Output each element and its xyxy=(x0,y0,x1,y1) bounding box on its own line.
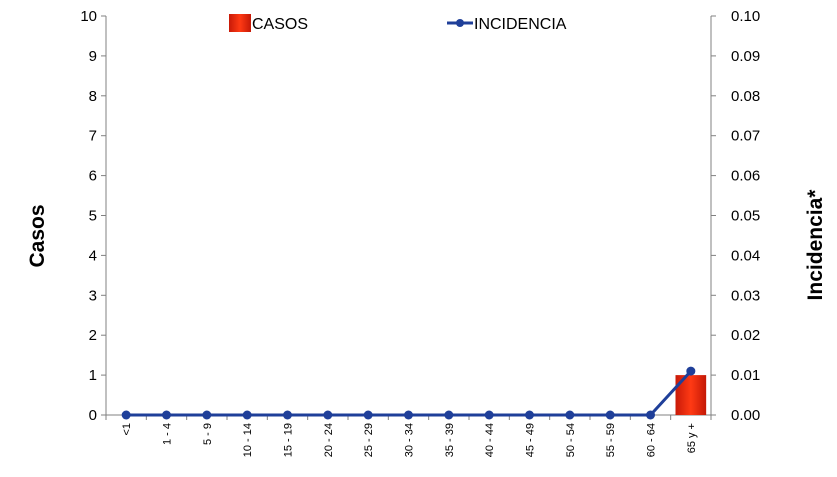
x-tick-label: 30 - 34 xyxy=(404,423,416,457)
y2-tick-label: 0.07 xyxy=(731,128,760,145)
line-point xyxy=(121,410,131,420)
x-tick-label: 50 - 54 xyxy=(565,423,577,457)
legend-bar-swatch xyxy=(229,14,251,32)
y2-axis-title: Incidencia* xyxy=(804,189,827,301)
x-tick-label: 5 - 9 xyxy=(202,423,214,445)
right-axis-ticks: 0.00 0.01 0.02 0.03 0.04 0.05 0.06 0.07 0.08 0.09… xyxy=(711,8,760,424)
line-point xyxy=(646,410,655,420)
legend-label-incidencia: INCIDENCIA xyxy=(474,16,567,33)
axes xyxy=(105,16,712,416)
x-tick-label: 35 - 39 xyxy=(444,423,456,457)
line-point xyxy=(686,366,696,376)
x-tick-label: 60 - 64 xyxy=(646,423,658,457)
line-point xyxy=(323,410,333,420)
y-axis-title: Casos xyxy=(26,204,49,267)
x-tick-label: 40 - 44 xyxy=(484,423,496,457)
legend-line-marker xyxy=(456,19,464,27)
x-tick-label: 1 - 4 xyxy=(162,423,174,445)
line-point xyxy=(444,410,454,420)
y-tick-label: 2 xyxy=(89,327,97,344)
x-tick-label: 10 - 14 xyxy=(242,423,254,457)
line-point xyxy=(363,410,373,420)
line-point xyxy=(283,410,292,420)
x-axis-ticks: <1 1 - 4 5 - 9 10 - 14 15 - 19 20 - 24 25 - 29… xyxy=(105,415,712,457)
incidencia-line xyxy=(126,370,692,417)
left-axis-ticks: 0 1 2 3 4 5 6 7 8 9 10 xyxy=(80,8,106,424)
line-point xyxy=(605,410,615,420)
y-tick-label: 7 xyxy=(89,128,97,145)
x-tick-label: 55 - 59 xyxy=(605,423,617,457)
line-point xyxy=(484,410,494,420)
x-tick-label: 20 - 24 xyxy=(323,423,335,457)
y-tick-label: 1 xyxy=(89,367,97,384)
y-tick-label: 0 xyxy=(89,407,97,424)
y-tick-label: 3 xyxy=(89,287,97,304)
y2-tick-label: 0.06 xyxy=(731,168,760,185)
y2-tick-label: 0.09 xyxy=(731,48,760,65)
line-point xyxy=(565,410,575,420)
legend-label-casos: CASOS xyxy=(252,16,308,33)
y-tick-label: 10 xyxy=(80,8,97,25)
line-point xyxy=(162,410,171,420)
y2-tick-label: 0.04 xyxy=(731,247,760,264)
y-tick-label: 5 xyxy=(89,208,97,225)
y2-tick-label: 0.03 xyxy=(731,287,760,304)
y2-tick-label: 0.10 xyxy=(731,8,760,25)
y2-tick-label: 0.02 xyxy=(731,327,760,344)
x-tick-label: 45 - 49 xyxy=(525,423,537,457)
y-tick-label: 9 xyxy=(89,48,97,65)
line-point xyxy=(404,410,413,420)
y-tick-label: 4 xyxy=(89,247,97,264)
x-tick-label: 15 - 19 xyxy=(283,423,295,457)
line-series xyxy=(121,366,696,420)
x-tick-label: <1 xyxy=(121,423,133,436)
y-tick-label: 6 xyxy=(89,168,97,185)
y2-tick-label: 0.08 xyxy=(731,88,760,105)
y-tick-label: 8 xyxy=(89,88,97,105)
legend: CASOS INCIDENCIA xyxy=(229,14,567,33)
y2-tick-label: 0.01 xyxy=(731,367,760,384)
line-point xyxy=(202,410,212,420)
y2-tick-label: 0.05 xyxy=(731,208,760,225)
x-tick-label: 25 - 29 xyxy=(363,423,375,457)
line-point xyxy=(242,410,252,420)
line-point xyxy=(525,410,534,420)
x-tick-label: 65 y + xyxy=(686,423,698,453)
y2-tick-label: 0.00 xyxy=(731,407,760,424)
